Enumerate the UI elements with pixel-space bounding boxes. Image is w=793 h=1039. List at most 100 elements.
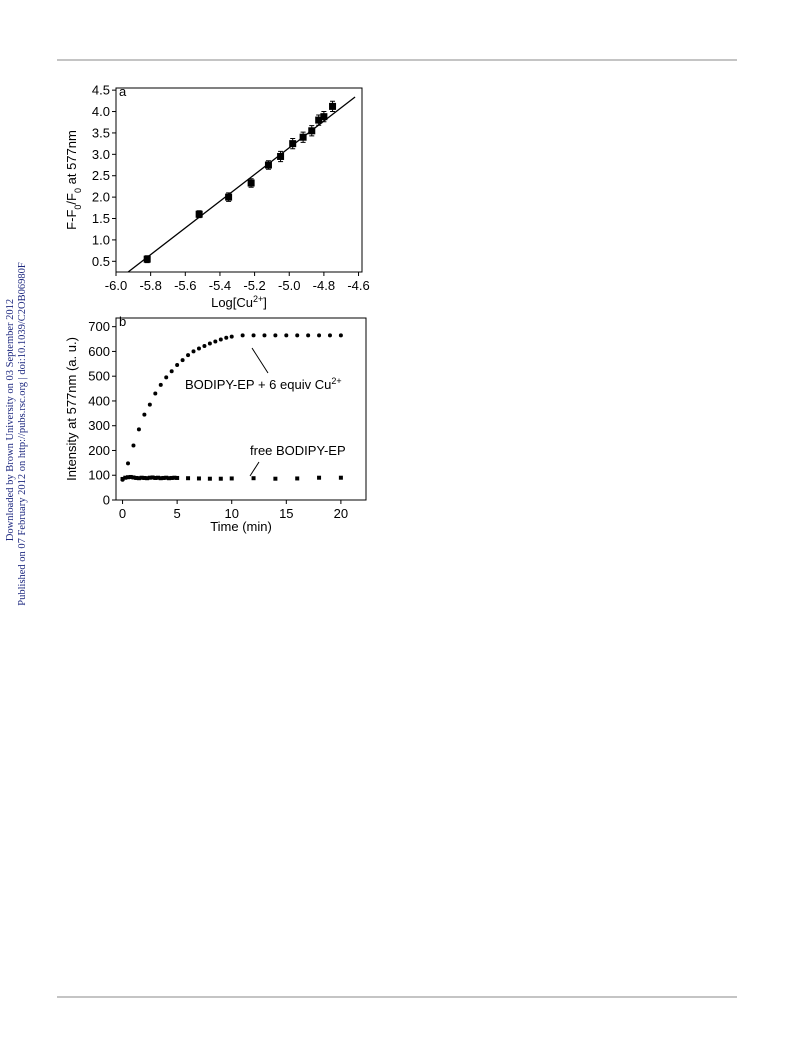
data-point (126, 475, 131, 480)
y-tick-label: 0.5 (92, 254, 110, 269)
data-point (338, 333, 343, 338)
data-point (164, 375, 169, 380)
x-tick-label: -5.6 (174, 278, 196, 293)
y-tick-label: 700 (88, 319, 110, 334)
data-point (180, 358, 185, 363)
data-point (196, 346, 201, 351)
data-point (134, 475, 139, 480)
data-point (131, 475, 136, 480)
y-axis-label: F-F0/F0 at 577nm (64, 130, 83, 230)
panel-label: b (119, 314, 126, 329)
x-tick-label: -5.0 (278, 278, 300, 293)
data-point (191, 349, 196, 354)
data-point (207, 476, 212, 481)
download-note: Downloaded by Brown University on 03 Sep… (5, 299, 16, 541)
data-point (150, 475, 155, 480)
y-axis-label-part: Intensity at 577nm (a. u.) (64, 337, 79, 481)
data-point (164, 475, 169, 480)
data-point (145, 476, 150, 481)
data-point (136, 476, 141, 481)
y-axis-label-part: 0 (73, 188, 83, 193)
data-point (218, 337, 223, 342)
data-point (306, 333, 311, 338)
data-point (299, 133, 307, 141)
x-axis-label: Log[Cu2+] (211, 294, 267, 310)
annotation-part: 2+ (331, 376, 341, 386)
y-tick-label: 500 (88, 369, 110, 384)
data-point (320, 113, 328, 121)
y-tick-label: 1.0 (92, 232, 110, 247)
data-point (153, 475, 158, 480)
data-point (147, 402, 152, 407)
data-point (273, 476, 278, 481)
data-point (247, 179, 255, 187)
x-axis-label-part: Time (min) (210, 519, 272, 534)
data-point (295, 333, 300, 338)
publish-note: Published on 07 February 2012 on http://… (17, 262, 28, 606)
data-point (166, 476, 171, 481)
data-point (136, 427, 141, 432)
y-tick-label: 400 (88, 393, 110, 408)
data-point (186, 353, 191, 358)
data-point (229, 334, 234, 339)
data-point (131, 443, 136, 448)
data-point (213, 339, 218, 344)
y-tick-label: 0 (103, 493, 110, 508)
y-axis-label-part: F-F (64, 210, 79, 230)
y-axis-label-part: 0 (73, 205, 83, 210)
x-tick-label: -6.0 (105, 278, 127, 293)
data-point (196, 476, 201, 481)
data-point (273, 333, 278, 338)
data-point (277, 152, 285, 160)
x-tick-label: 10 (224, 506, 238, 521)
data-point (153, 391, 158, 396)
data-point (251, 333, 256, 338)
y-tick-label: 4.5 (92, 83, 110, 98)
annotation: BODIPY-EP + 6 equiv Cu2+ (185, 376, 342, 392)
data-point (218, 476, 223, 481)
data-point (327, 333, 332, 338)
annotation-pointer (249, 461, 260, 477)
data-point (229, 476, 234, 481)
data-point (262, 333, 267, 338)
annotation: free BODIPY-EP (250, 443, 346, 458)
y-axis-label: Intensity at 577nm (a. u.) (64, 337, 79, 481)
data-point (156, 475, 161, 480)
y-tick-label: 2.0 (92, 190, 110, 205)
panel-label: a (119, 84, 127, 99)
data-point (161, 475, 166, 480)
y-tick-label: 3.0 (92, 147, 110, 162)
x-tick-label: -5.4 (209, 278, 231, 293)
annotation-part: BODIPY-EP + 6 equiv Cu (185, 377, 331, 392)
data-point (251, 476, 256, 481)
data-point (295, 476, 300, 481)
data-point (158, 382, 163, 387)
data-point (308, 127, 316, 135)
annotation-part: free BODIPY-EP (250, 443, 346, 458)
data-point (338, 475, 343, 480)
data-point (139, 475, 144, 480)
data-point (142, 475, 147, 480)
y-axis-label-part: /F (64, 193, 79, 205)
data-point (172, 475, 177, 480)
plot-frame (115, 87, 363, 273)
x-axis-label-part: Log[Cu (211, 295, 253, 310)
data-point (240, 333, 245, 338)
data-point (224, 335, 229, 340)
data-point (158, 476, 163, 481)
y-tick-label: 200 (88, 443, 110, 458)
data-point (202, 343, 207, 348)
x-axis-label-part: 2+ (253, 294, 263, 304)
data-point (169, 369, 174, 374)
data-point (207, 341, 212, 346)
data-point (175, 363, 180, 368)
plot-frame (115, 317, 367, 501)
data-point (142, 412, 147, 417)
y-tick-label: 2.5 (92, 168, 110, 183)
fit-line (127, 96, 356, 273)
data-point (169, 475, 174, 480)
data-point (264, 161, 272, 169)
data-point (120, 476, 125, 481)
